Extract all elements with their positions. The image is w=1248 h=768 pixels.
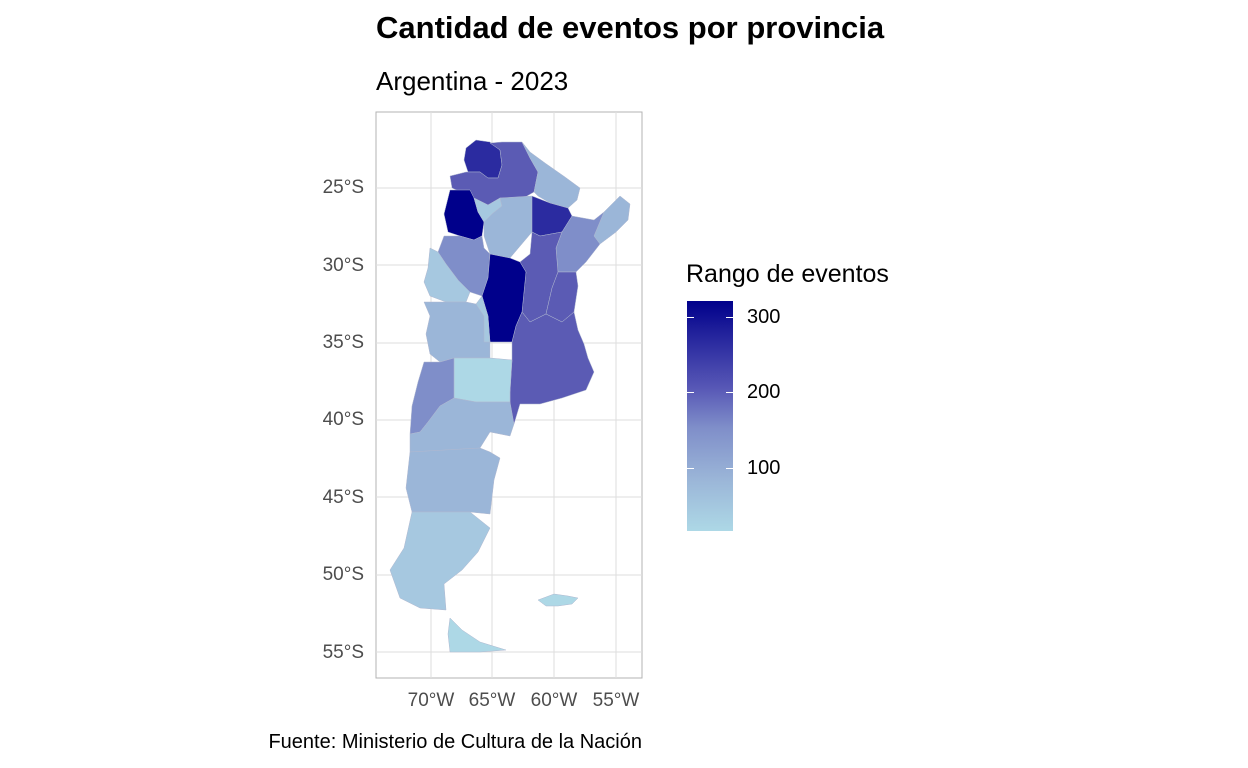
province-tierra-del-fuego: [447, 617, 507, 653]
map-subtitle: Argentina - 2023: [376, 66, 569, 96]
province-buenos-aires: [509, 311, 595, 425]
panel-border: [375, 111, 643, 679]
y-tick-45s: 45°S: [322, 487, 364, 508]
y-tick-55s: 55°S: [322, 642, 364, 663]
y-tick-30s: 30°S: [322, 255, 364, 276]
x-tick-70w: 70°W: [407, 690, 455, 711]
legend-label-300: 300: [747, 306, 781, 328]
y-tick-50s: 50°S: [322, 564, 364, 585]
legend-label-100: 100: [747, 457, 781, 479]
legend-tick-200-left: [687, 392, 694, 393]
legend-title: Rango de eventos: [686, 260, 889, 288]
x-tick-55w: 55°W: [592, 690, 640, 711]
y-tick-40s: 40°S: [322, 409, 364, 430]
province-santiago: [483, 195, 533, 259]
legend-tick-100-left: [687, 468, 694, 469]
province-chubut: [405, 447, 501, 515]
legend-tick-200-right: [726, 392, 733, 393]
provinces: [389, 139, 631, 653]
legend-label-200: 200: [747, 381, 781, 403]
y-tick-35s: 35°S: [322, 332, 364, 353]
legend-tick-300-right: [726, 317, 733, 318]
x-tick-60w: 60°W: [530, 690, 578, 711]
province-mendoza: [423, 301, 491, 363]
y-tick-25s: 25°S: [322, 177, 364, 198]
source-caption: Fuente: Ministerio de Cultura de la Naci…: [268, 731, 642, 753]
province-santa-cruz: [389, 511, 491, 611]
legend-tick-100-right: [726, 468, 733, 469]
province-san-luis: [475, 295, 491, 343]
province-la-pampa: [453, 357, 513, 403]
legend-tick-300-left: [687, 317, 694, 318]
islas-malvinas: [537, 593, 579, 607]
x-tick-65w: 65°W: [468, 690, 516, 711]
legend-colorbar: [687, 301, 733, 531]
map-title: Cantidad de eventos por provincia: [376, 10, 885, 45]
